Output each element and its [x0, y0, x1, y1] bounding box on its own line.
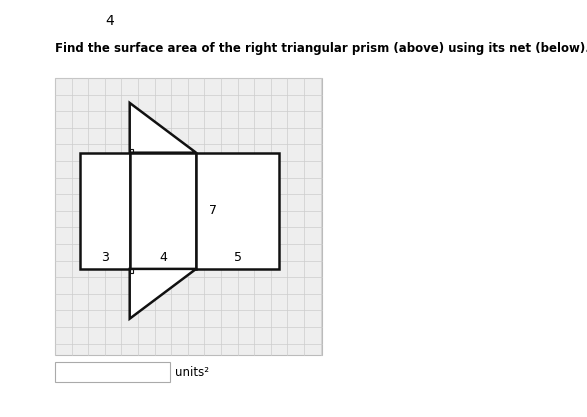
Bar [130, 149, 133, 153]
Polygon shape [130, 103, 196, 153]
Bar [130, 269, 133, 273]
Text: 7: 7 [209, 204, 217, 217]
Text: 3: 3 [101, 251, 109, 264]
Text: 5: 5 [234, 251, 242, 264]
Bar [55, 78, 322, 355]
Text: 4: 4 [159, 251, 167, 264]
Text: units²: units² [175, 365, 209, 379]
Text: 4: 4 [106, 14, 114, 28]
Bar [55, 362, 170, 382]
Bar [196, 153, 279, 269]
Bar [80, 153, 130, 269]
Text: Find the surface area of the right triangular prism (above) using its net (below: Find the surface area of the right trian… [55, 42, 587, 55]
Bar [130, 153, 196, 269]
Polygon shape [130, 269, 196, 319]
